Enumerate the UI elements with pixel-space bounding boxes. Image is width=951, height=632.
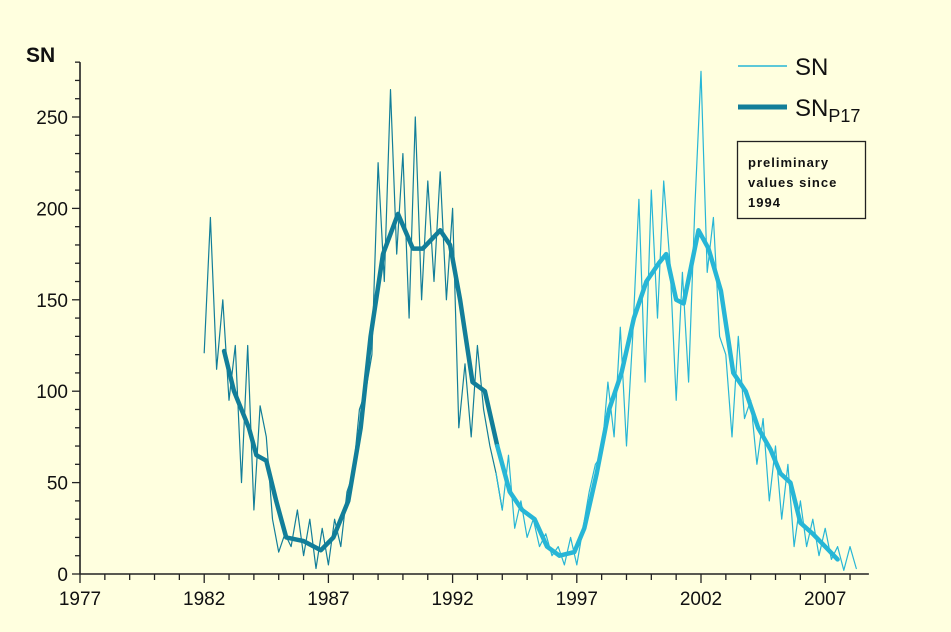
annotation-box: preliminary values since 1994: [736, 140, 867, 220]
legend-label-snp17-sub: P17: [828, 106, 860, 126]
y-tick-label: 100: [36, 382, 68, 403]
annotation-line-1: preliminary: [748, 155, 829, 170]
y-tick-label: 150: [36, 291, 68, 312]
y-tick-label: 200: [36, 199, 68, 220]
legend-label-sn: SN: [795, 54, 828, 81]
legend-label-snp17-main: SN: [795, 95, 828, 122]
legend: SN SNP17: [738, 54, 860, 126]
x-tick-label: 1982: [183, 589, 225, 610]
y-axis-label: SN: [26, 44, 55, 67]
annotation-line-2: values since: [748, 175, 837, 190]
series-layer: [203, 70, 857, 571]
y-tick-label: 50: [47, 474, 68, 495]
x-tick-label: 1987: [307, 589, 349, 610]
annotation-line-3: 1994: [748, 195, 781, 210]
legend-label-snp17: SNP17: [795, 95, 860, 126]
sn-line-preliminary: [495, 70, 857, 571]
annotation-border: [736, 140, 867, 220]
y-tick-label: 250: [36, 108, 68, 129]
sn-p17-line-preliminary: [495, 228, 840, 562]
x-tick-label: 1977: [59, 589, 101, 610]
x-tick-label: 2002: [680, 589, 722, 610]
legend-label-sn-text: SN: [795, 54, 828, 81]
sn-p17-line-early: [221, 211, 500, 553]
x-tick-label: 1997: [556, 589, 598, 610]
axes: 1977 1982 1987 1992 1997 2002 2007 0 50 100 150 200…: [36, 61, 869, 610]
x-tick-label: 2007: [804, 589, 846, 610]
y-tick-label: 0: [57, 565, 68, 586]
x-tick-label: 1992: [431, 589, 473, 610]
